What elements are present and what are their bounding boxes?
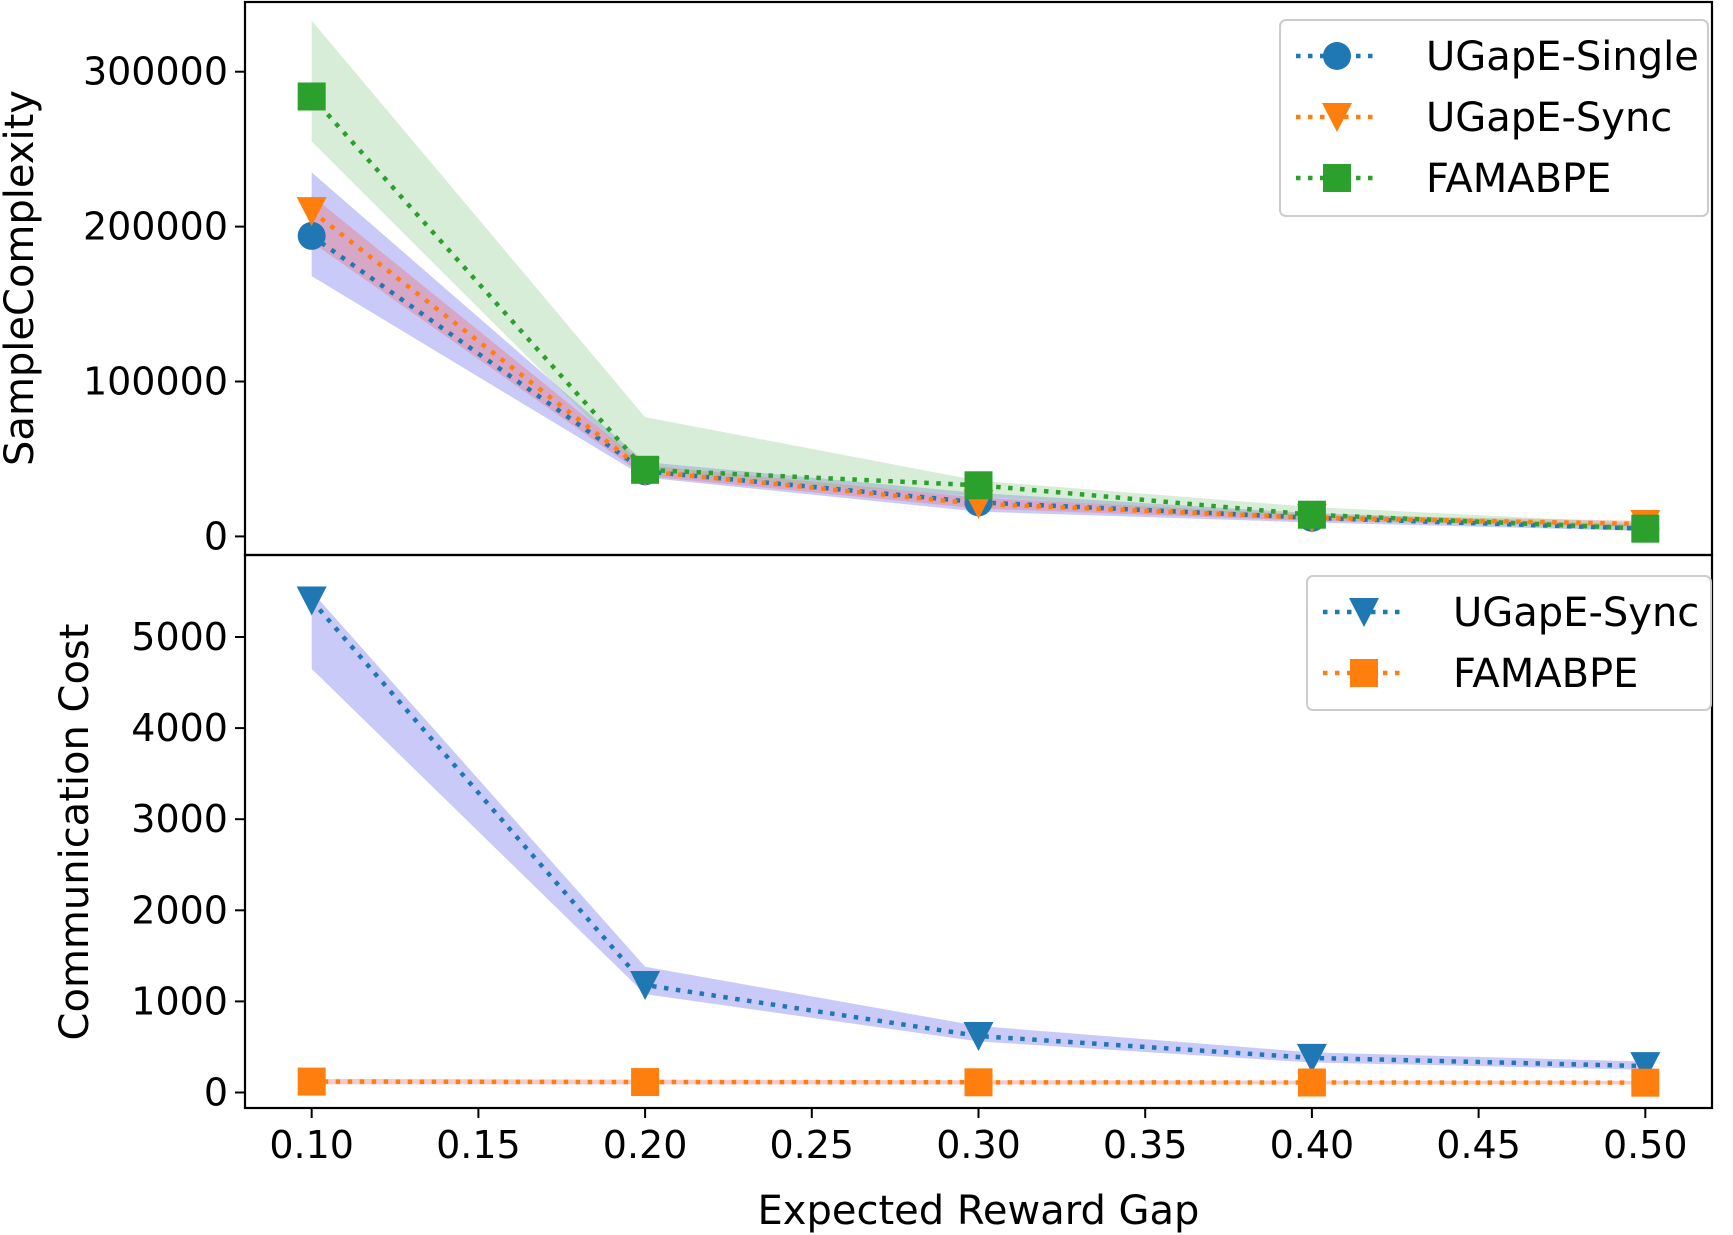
- x-tick-label: 0.45: [1436, 1123, 1521, 1167]
- sample-complexity-panel: 0 100000 200000 300000 SampleComplexity UGapE…: [0, 0, 1714, 558]
- data-point-ugape-single: [297, 221, 326, 250]
- data-point-famabpe: [631, 1068, 660, 1097]
- data-point-famabpe: [964, 1068, 993, 1097]
- x-tick-label: 0.40: [1270, 1123, 1355, 1167]
- legend-label-ugape-sync: UGapE-Sync: [1426, 95, 1672, 141]
- legend-marker-ugape-sync: [1322, 103, 1352, 132]
- legend-label-famabpe: FAMABPE: [1453, 651, 1638, 697]
- y-tick-label: 100000: [83, 360, 228, 404]
- y-tick-label: 0: [204, 514, 228, 558]
- legend-frame: [1279, 19, 1709, 217]
- data-point-ugape-sync: [296, 197, 327, 227]
- legend-marker-famabpe: [1350, 659, 1378, 687]
- data-point-famabpe: [297, 1067, 326, 1096]
- x-tick-label: 0.25: [769, 1123, 854, 1167]
- data-point-famabpe: [1631, 1068, 1660, 1097]
- legend-label-ugape-sync: UGapE-Sync: [1453, 590, 1699, 636]
- plot-area: [296, 586, 1661, 1097]
- data-point-ugape-sync: [963, 1022, 994, 1052]
- data-point-ugape-sync: [630, 971, 661, 1001]
- y-tick-label: 5000: [131, 615, 228, 659]
- data-point-famabpe: [1297, 500, 1326, 529]
- legend-label-famabpe: FAMABPE: [1426, 156, 1611, 202]
- y-tick-label: 200000: [83, 205, 228, 249]
- x-tick-label: 0.15: [436, 1123, 521, 1167]
- y-tick-label: 3000: [131, 797, 228, 841]
- communication-cost-panel: 0 1000 2000 3000 4000 5000 0.10 0.15 0.20 0.25 0.3…: [52, 553, 1714, 1234]
- plot-area: [296, 20, 1661, 543]
- y-axis-label: Communication Cost: [52, 624, 98, 1041]
- x-tick-label: 0.30: [936, 1123, 1021, 1167]
- legend-marker-ugape-single: [1323, 42, 1351, 70]
- y-tick-label: 4000: [131, 706, 228, 750]
- y-axis-label: SampleComplexity: [0, 90, 43, 466]
- y-tick-label: 0: [204, 1071, 228, 1115]
- legend: UGapE-Single UGapE-Sync FAMABPE: [1279, 19, 1709, 217]
- x-tick-label: 0.20: [603, 1123, 688, 1167]
- x-axis-label: Expected Reward Gap: [758, 1188, 1200, 1234]
- data-point-ugape-sync: [1296, 1043, 1327, 1073]
- x-tick-label: 0.35: [1103, 1123, 1188, 1167]
- data-point-famabpe: [1297, 1068, 1326, 1097]
- x-tick-label: 0.10: [269, 1123, 354, 1167]
- legend-frame: [1306, 575, 1712, 711]
- legend-marker-ugape-sync: [1349, 598, 1379, 627]
- legend-label-ugape-single: UGapE-Single: [1426, 34, 1699, 80]
- legend-marker-famabpe: [1323, 164, 1351, 192]
- x-tick-label: 0.50: [1603, 1123, 1688, 1167]
- series-line-ugape-sync: [309, 599, 1646, 1069]
- data-point-famabpe: [631, 455, 660, 484]
- legend: UGapE-Sync FAMABPE: [1306, 575, 1712, 711]
- data-point-ugape-sync: [1630, 1052, 1661, 1082]
- y-tick-label: 1000: [131, 979, 228, 1023]
- data-point-ugape-sync: [296, 586, 327, 616]
- y-tick-label: 300000: [83, 50, 228, 94]
- data-point-famabpe: [1631, 514, 1660, 543]
- data-point-famabpe: [297, 82, 326, 111]
- data-point-famabpe: [964, 471, 993, 500]
- y-tick-label: 2000: [131, 888, 228, 932]
